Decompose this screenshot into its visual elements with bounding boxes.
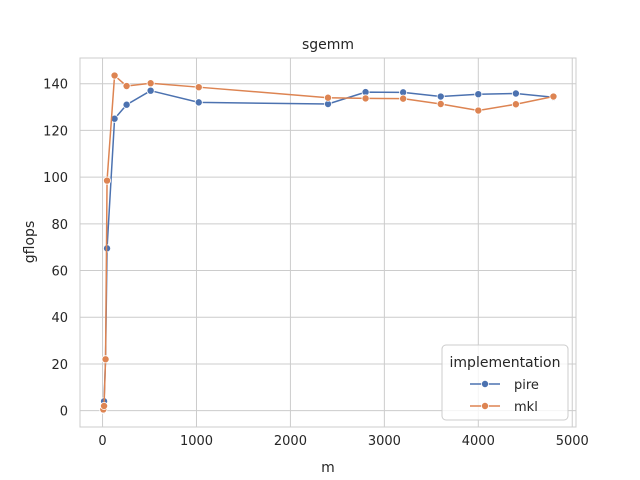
- legend-swatch-marker: [480, 379, 489, 388]
- y-tick-label: 120: [43, 124, 68, 139]
- y-tick-label: 100: [43, 171, 68, 186]
- x-tick-label: 4000: [462, 434, 495, 449]
- data-point-pire: [146, 86, 155, 95]
- data-point-mkl: [101, 355, 110, 364]
- y-tick-label: 40: [51, 311, 68, 326]
- data-point-mkl: [323, 93, 332, 102]
- data-point-mkl: [436, 100, 445, 109]
- data-point-pire: [122, 100, 131, 109]
- legend-swatch-marker: [480, 401, 489, 410]
- data-point-pire: [194, 98, 203, 107]
- legend-label: pire: [514, 378, 539, 393]
- grid: [80, 58, 576, 427]
- legend-label: mkl: [514, 400, 538, 415]
- data-point-mkl: [110, 71, 119, 80]
- chart-title: sgemm: [302, 37, 354, 53]
- x-axis-label: m: [321, 460, 335, 476]
- data-point-mkl: [474, 106, 483, 115]
- x-tick-label: 1000: [180, 434, 213, 449]
- data-point-mkl: [399, 94, 408, 103]
- legend-item-mkl: mkl: [470, 400, 538, 415]
- y-tick-label: 60: [51, 265, 68, 280]
- y-axis-label: gflops: [22, 221, 38, 263]
- x-tick-label: 0: [98, 434, 106, 449]
- x-ticks: 0 1000 2000 3000 4000 5000: [98, 434, 588, 449]
- data-point-mkl: [122, 82, 131, 91]
- legend-item-pire: pire: [470, 378, 539, 393]
- data-point-pire: [511, 89, 520, 98]
- legend-items: pire mkl: [470, 378, 539, 415]
- y-tick-label: 20: [51, 358, 68, 373]
- data-point-mkl: [100, 401, 109, 410]
- plot-frame: [79, 57, 577, 428]
- data-point-mkl: [103, 176, 112, 185]
- x-tick-label: 2000: [274, 434, 307, 449]
- x-tick-label: 5000: [556, 434, 589, 449]
- data-point-pire: [474, 90, 483, 99]
- x-tick-label: 3000: [368, 434, 401, 449]
- data-point-mkl: [361, 94, 370, 103]
- data-point-mkl: [549, 92, 558, 101]
- y-tick-label: 80: [51, 218, 68, 233]
- series-mkl: [99, 71, 558, 414]
- legend: implementation pire mkl: [441, 344, 569, 421]
- legend-box: [441, 344, 569, 421]
- y-ticks: 0 20 40 60 80 100 120 140: [43, 78, 68, 420]
- y-tick-label: 0: [60, 405, 68, 420]
- series-layer: [99, 71, 558, 415]
- data-point-mkl: [146, 79, 155, 88]
- legend-title: implementation: [450, 355, 561, 371]
- data-point-mkl: [194, 83, 203, 92]
- y-tick-label: 140: [43, 78, 68, 93]
- data-point-pire: [436, 92, 445, 101]
- data-point-mkl: [511, 100, 520, 109]
